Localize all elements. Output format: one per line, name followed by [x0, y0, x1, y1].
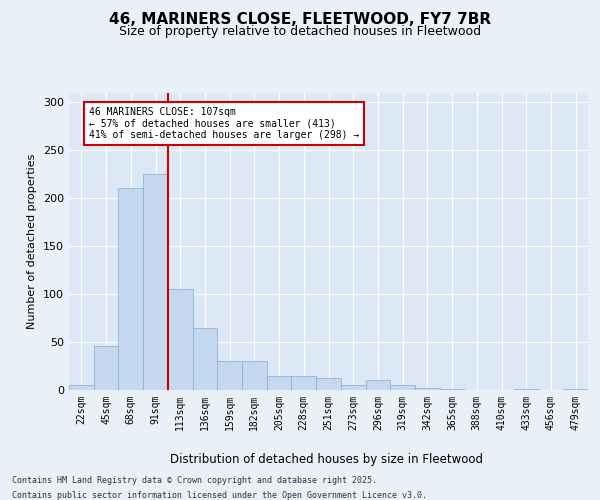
- Bar: [267, 376, 292, 390]
- Bar: [94, 346, 118, 390]
- Bar: [440, 389, 464, 390]
- Bar: [168, 289, 193, 390]
- Text: Size of property relative to detached houses in Fleetwood: Size of property relative to detached ho…: [119, 25, 481, 38]
- Bar: [193, 328, 217, 390]
- Y-axis label: Number of detached properties: Number of detached properties: [28, 154, 37, 329]
- Bar: [143, 174, 168, 390]
- Bar: [118, 188, 143, 390]
- Bar: [242, 361, 267, 390]
- Text: 46, MARINERS CLOSE, FLEETWOOD, FY7 7BR: 46, MARINERS CLOSE, FLEETWOOD, FY7 7BR: [109, 12, 491, 28]
- Bar: [69, 385, 94, 390]
- Bar: [563, 389, 588, 390]
- Bar: [415, 388, 440, 390]
- Bar: [316, 378, 341, 390]
- Bar: [514, 389, 539, 390]
- Bar: [292, 376, 316, 390]
- Bar: [217, 361, 242, 390]
- Text: 46 MARINERS CLOSE: 107sqm
← 57% of detached houses are smaller (413)
41% of semi: 46 MARINERS CLOSE: 107sqm ← 57% of detac…: [89, 107, 359, 140]
- Text: Distribution of detached houses by size in Fleetwood: Distribution of detached houses by size …: [170, 452, 484, 466]
- Text: Contains HM Land Registry data © Crown copyright and database right 2025.: Contains HM Land Registry data © Crown c…: [12, 476, 377, 485]
- Bar: [365, 380, 390, 390]
- Text: Contains public sector information licensed under the Open Government Licence v3: Contains public sector information licen…: [12, 491, 427, 500]
- Bar: [341, 385, 365, 390]
- Bar: [390, 385, 415, 390]
